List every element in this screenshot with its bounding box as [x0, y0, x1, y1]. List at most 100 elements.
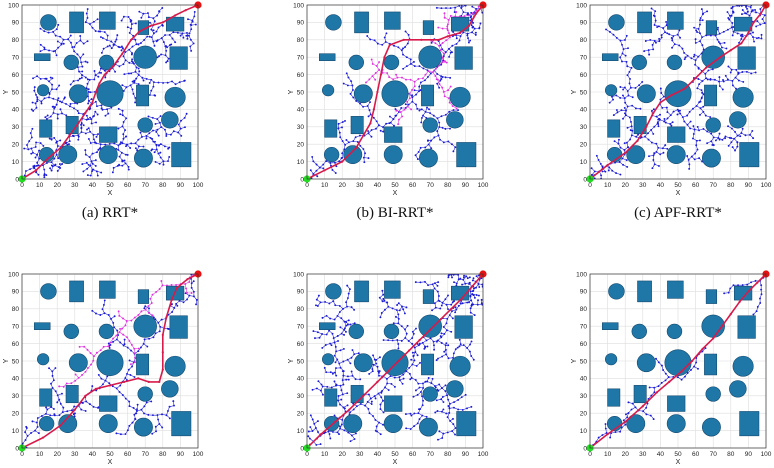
tree-node [464, 5, 467, 7]
tree-node [423, 79, 426, 82]
path-point [729, 49, 732, 52]
tree-node [410, 358, 413, 361]
tree-node [86, 61, 89, 64]
tree-node [138, 70, 141, 73]
tree-node [422, 382, 424, 385]
tree-node [146, 35, 149, 38]
tree-node [409, 378, 412, 381]
tree-node [384, 308, 386, 311]
tree-node [186, 37, 189, 40]
tree-node [77, 138, 80, 141]
tree-node [38, 149, 41, 152]
y-tick-label: 10 [580, 428, 588, 435]
tree-node [165, 61, 168, 64]
tree-node [626, 416, 629, 419]
tree-node [121, 160, 124, 163]
tree-node [410, 377, 413, 379]
tree-node [48, 137, 51, 140]
tree-node [312, 330, 315, 333]
tree-node [47, 31, 50, 34]
tree-node [168, 146, 171, 149]
tree-node [414, 379, 417, 381]
tree-node [317, 294, 320, 297]
tree-node [170, 43, 173, 46]
tree-node [649, 38, 652, 41]
tree-node [65, 102, 67, 105]
tree-node [630, 125, 633, 128]
tree-node [442, 59, 445, 62]
tree-node [89, 174, 92, 177]
tree-node [336, 335, 339, 337]
tree-node [448, 55, 451, 58]
tree-node [84, 410, 87, 412]
obstacle-circle [446, 380, 464, 398]
tree-node [615, 109, 618, 112]
obstacle-circle [96, 80, 124, 108]
tree-node [130, 72, 133, 75]
path-point [606, 163, 609, 167]
tree-node [341, 370, 344, 373]
tree-node [699, 100, 702, 103]
tree-node [451, 105, 454, 107]
panel-caption: (a) RRT* [82, 205, 138, 221]
tree-node [430, 41, 433, 44]
tree-node [450, 274, 453, 276]
tree-node [432, 340, 435, 343]
tree-node [757, 36, 760, 39]
tree-node [93, 141, 96, 144]
tree-node [447, 274, 450, 277]
tree-node [676, 376, 679, 379]
tree-node [377, 124, 380, 127]
tree-node [339, 403, 342, 406]
tree-node [119, 384, 122, 387]
tree-node [101, 108, 104, 111]
obstacle-rect [451, 16, 470, 32]
tree-node [748, 14, 751, 17]
tree-node [104, 379, 107, 382]
tree-node [135, 43, 138, 46]
tree-node [459, 343, 462, 346]
tree-node [440, 398, 443, 401]
tree-node [741, 71, 744, 73]
y-tick-label: 50 [12, 358, 20, 365]
tree-node [388, 122, 391, 125]
tree-node [689, 127, 692, 130]
tree-node [115, 387, 118, 390]
tree-node [124, 135, 127, 138]
tree-node [411, 342, 414, 345]
tree-node [55, 54, 58, 57]
tree-node [161, 426, 164, 429]
tree-node [34, 429, 36, 432]
tree-node [680, 378, 683, 381]
tree-node [735, 68, 738, 71]
tree-node [59, 108, 62, 111]
tree-node [724, 74, 727, 77]
tree-node [86, 128, 88, 131]
tree-node [126, 143, 129, 146]
tree-node [704, 72, 707, 75]
tree-node [130, 343, 133, 346]
tree-node [51, 370, 54, 373]
tree-node [431, 71, 434, 74]
tree-node [92, 359, 95, 362]
y-tick-label: 40 [12, 107, 20, 114]
tree-node [159, 151, 162, 154]
tree-node [397, 118, 400, 121]
tree-node [378, 421, 381, 424]
obstacle-rect [456, 411, 477, 437]
y-tick-label: 100 [8, 271, 19, 278]
tree-node [140, 408, 143, 411]
y-tick-label: 40 [12, 376, 20, 383]
tree-node [167, 410, 169, 412]
tree-node [114, 70, 117, 73]
obstacle-rect [637, 11, 652, 34]
tree-node [445, 353, 448, 356]
x-tick-label: 60 [409, 451, 417, 458]
tree-node [325, 333, 328, 336]
tree-node [86, 167, 89, 170]
tree-node [118, 46, 121, 49]
path-point [756, 281, 759, 284]
tree-node [157, 144, 160, 147]
tree-node [48, 49, 51, 52]
y-tick-label: 40 [580, 376, 588, 383]
